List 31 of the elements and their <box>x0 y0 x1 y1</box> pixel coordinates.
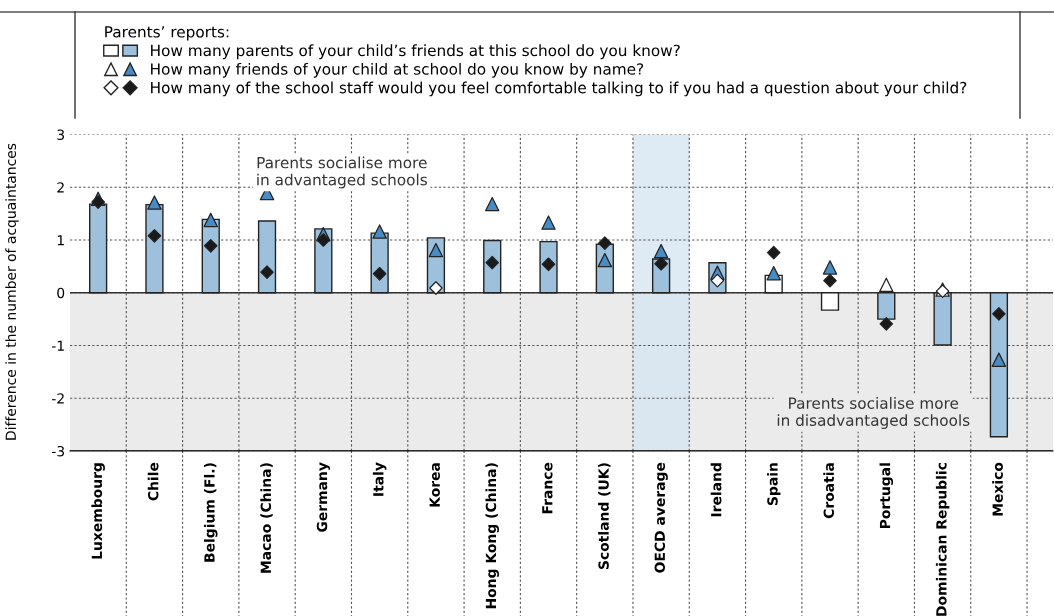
y-tick-label: -1 <box>51 340 64 351</box>
x-tick-label: Italy <box>372 462 387 496</box>
y-axis-title: Difference in the number of acquaintances <box>5 143 19 440</box>
x-tick-label: Germany <box>316 462 331 532</box>
x-tick-label: OECD average <box>654 462 668 573</box>
annotation: Parents socialise more in advantaged schools <box>257 156 427 189</box>
y-tick-label: 3 <box>57 129 65 140</box>
x-tick-label: Dominican Republic <box>935 463 950 616</box>
x-tick-label: Chile <box>147 462 159 501</box>
x-tick-label: France <box>542 462 553 514</box>
x-tick-label: Portugal <box>879 463 894 529</box>
x-tick-label: Belgium (Fl.) <box>203 463 218 562</box>
legend-label: How many friends of your child at school do you know by name? <box>151 62 644 78</box>
x-tick-label: Ireland <box>710 463 722 517</box>
y-tick-label: 1 <box>57 235 64 246</box>
x-tick-label: Luxembourg <box>91 463 105 559</box>
y-tick-label: 0 <box>57 287 65 299</box>
legend-label: How many parents of your child’s friends at this school do you know? <box>151 44 680 60</box>
y-tick-label: -3 <box>51 445 65 457</box>
x-tick-label: Croatia <box>823 463 835 519</box>
y-tick-label: -2 <box>51 393 64 404</box>
annotation: Parents socialise more in disadvantaged schools <box>777 397 970 429</box>
x-tick-label: Scotland (UK) <box>598 463 611 570</box>
x-tick-label: Mexico <box>992 462 1003 516</box>
x-tick-label: Macao (China) <box>260 463 273 573</box>
legend-label: How many of the school staff would you feel comfortable talking to if you had a question about your child? <box>151 81 967 97</box>
x-tick-label: Korea <box>429 463 440 507</box>
x-tick-label: Spain <box>766 463 781 506</box>
legend-title: Parents’ reports: <box>105 26 229 41</box>
x-tick-label: Hong Kong (China) <box>485 463 499 609</box>
y-tick-label: 2 <box>57 182 64 193</box>
